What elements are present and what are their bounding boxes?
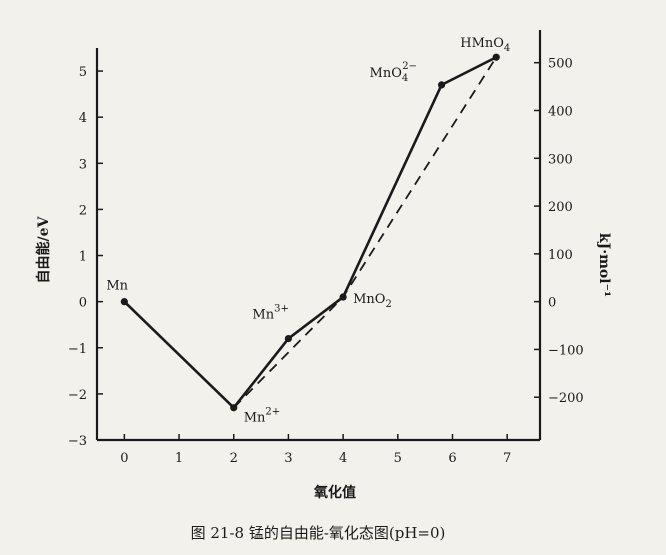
x-tick-label-1: 1	[175, 451, 183, 466]
point-label-base: Mn	[106, 279, 128, 294]
series-layer	[120, 53, 500, 412]
series-line-1	[233, 56, 498, 409]
right-tick-label-2: 300	[548, 152, 573, 167]
series-line-0	[123, 56, 497, 410]
left-tick-label-5: 0	[79, 296, 87, 311]
point-label-sup: 2−	[402, 61, 417, 72]
y-axis-right-title: kJ·mol⁻¹	[596, 233, 612, 297]
series-line-2	[441, 56, 497, 86]
x-tick-label-0: 0	[120, 451, 128, 466]
left-tick-label-4: 1	[79, 250, 87, 265]
figure-caption: 图 21-8 锰的自由能-氧化态图(pH=0)	[191, 524, 446, 542]
data-point-2	[284, 334, 293, 343]
left-tick-label-0: 5	[79, 65, 87, 80]
plot-frame	[95, 30, 542, 442]
left-tick-label-8: −3	[68, 434, 87, 449]
x-axis-title: 氧化值	[313, 484, 356, 501]
left-tick-label-6: −1	[68, 342, 87, 357]
point-label-4: MnO42−	[370, 61, 417, 84]
right-tick-label-4: 100	[548, 248, 573, 263]
point-label-base: MnO	[353, 292, 385, 307]
right-tick-label-0: 500	[548, 57, 573, 72]
point-label-base: Mn	[244, 411, 266, 426]
data-point-0	[120, 298, 128, 306]
point-label-2: Mn3+	[252, 304, 288, 323]
right-tick-label-1: 400	[548, 104, 573, 119]
x-tick-label-4: 4	[339, 451, 347, 466]
point-label-3: MnO2	[353, 292, 392, 310]
x-tick-label-2: 2	[230, 451, 238, 466]
left-tick-label-7: −2	[68, 388, 87, 403]
left-tick-label-3: 2	[79, 203, 87, 218]
x-tick-label-7: 7	[503, 451, 511, 466]
point-label-base: MnO	[370, 66, 402, 81]
data-point-5	[492, 53, 500, 61]
x-tick-label-3: 3	[284, 451, 292, 466]
right-tick-label-5: 0	[548, 296, 556, 311]
left-tick-label-1: 4	[79, 111, 87, 126]
axis-ticks: 0 1 2 3 4 5 6 7 5 4 3 2 1 0 −1 −2 −3 500 400 300 200 100 0 −100…	[68, 57, 584, 466]
left-tick-label-2: 3	[79, 157, 87, 172]
point-label-base: HMnO	[460, 36, 504, 51]
point-label-base: Mn	[252, 308, 274, 323]
point-label-sub: 4	[402, 73, 408, 84]
point-label-0: Mn	[106, 279, 128, 294]
x-tick-label-6: 6	[448, 451, 456, 466]
right-tick-label-6: −100	[548, 343, 584, 358]
x-tick-label-5: 5	[394, 451, 402, 466]
point-label-sup: 2+	[265, 407, 280, 418]
point-label-sup: 3+	[274, 304, 289, 315]
point-label-5: HMnO4	[460, 36, 510, 54]
point-label-sub: 2	[385, 299, 391, 310]
point-label-sub: 4	[504, 43, 510, 54]
y-axis-left-title: 自由能/eV	[35, 215, 52, 283]
right-tick-label-3: 200	[548, 200, 573, 215]
right-tick-label-7: −200	[548, 391, 584, 406]
point-label-1: Mn2+	[244, 407, 280, 426]
